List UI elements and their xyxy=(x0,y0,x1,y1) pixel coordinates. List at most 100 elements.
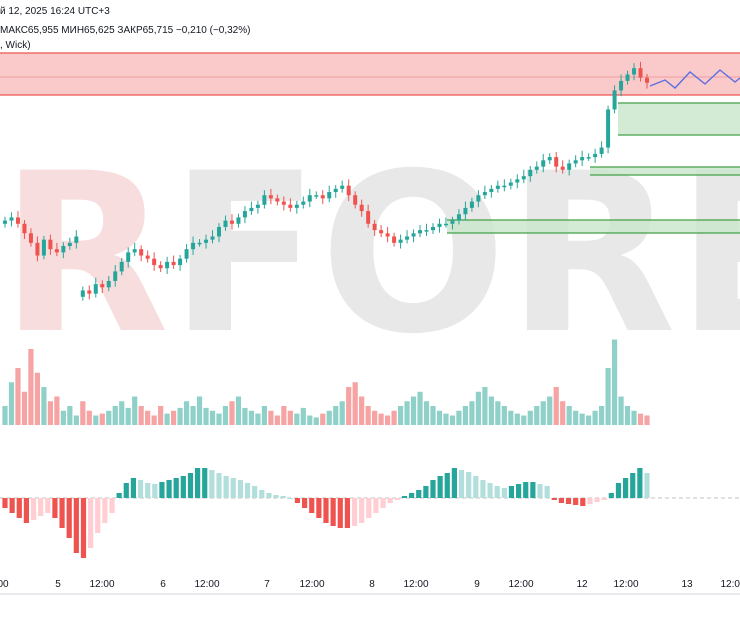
histogram-bar xyxy=(59,498,65,528)
candle-body xyxy=(139,249,144,256)
histogram-bar xyxy=(116,493,122,498)
volume-bar xyxy=(320,413,326,425)
volume-bar xyxy=(8,382,15,425)
volume-bar xyxy=(151,415,157,425)
candle-body xyxy=(456,214,461,221)
watermark-r: R xyxy=(0,126,169,382)
candle-body xyxy=(184,249,189,259)
candle-body xyxy=(197,242,202,245)
volume-bar xyxy=(365,406,371,425)
volume-bar xyxy=(47,401,53,425)
support-zone-3 xyxy=(447,220,740,233)
histogram-bar xyxy=(259,490,265,498)
histogram-bar xyxy=(130,478,136,498)
volume-bar xyxy=(125,407,131,425)
histogram-bar xyxy=(523,482,529,498)
histogram-bar xyxy=(237,480,243,498)
volume-bar xyxy=(352,382,358,425)
candle-body xyxy=(236,217,241,224)
x-tick-label: 12:00 xyxy=(613,579,638,590)
volume-bar xyxy=(164,413,170,425)
histogram-bar xyxy=(23,498,29,523)
histogram-bar xyxy=(230,478,236,498)
histogram-bar xyxy=(223,476,229,498)
candle-body xyxy=(210,236,215,240)
histogram-bar xyxy=(109,498,115,513)
volume-bar xyxy=(287,410,293,425)
candle-body xyxy=(443,223,448,226)
candle-body xyxy=(482,192,487,196)
candle-body xyxy=(606,109,611,148)
volume-bar xyxy=(599,406,605,425)
histogram-bar xyxy=(444,473,450,498)
watermark-rest: FOREX xyxy=(169,126,740,382)
volume-bar xyxy=(112,406,118,425)
volume-bar xyxy=(196,396,203,425)
histogram-bar xyxy=(430,480,436,498)
volume-bar xyxy=(378,413,384,425)
x-tick-label: 12 xyxy=(576,579,588,590)
candle-body xyxy=(22,223,27,234)
volume-bar xyxy=(34,372,41,425)
volume-bar xyxy=(177,407,183,425)
volume-bar xyxy=(106,410,112,425)
volume-bar xyxy=(391,410,397,425)
volume-bar xyxy=(423,401,430,425)
header-date: й 12, 2025 16:24 UTC+3 xyxy=(0,6,110,17)
histogram-bar xyxy=(473,476,479,498)
histogram-bar xyxy=(302,498,308,508)
volume-bar xyxy=(417,391,423,425)
x-tick-label: 12:00 xyxy=(720,579,740,590)
histogram-bar xyxy=(601,498,607,500)
histogram-bar xyxy=(630,473,636,498)
candle-body xyxy=(262,195,267,205)
histogram-bar xyxy=(451,468,457,498)
candle-body xyxy=(547,157,552,161)
volume-bar xyxy=(385,415,391,425)
volume-bar xyxy=(521,415,527,425)
histogram-bar xyxy=(480,480,486,498)
candle-body xyxy=(593,153,598,158)
volume-bar xyxy=(67,406,73,425)
candle-body xyxy=(126,252,131,262)
candle-body xyxy=(612,90,617,110)
candle-body xyxy=(346,185,351,196)
candle-body xyxy=(599,147,604,154)
volume-bar xyxy=(566,406,572,425)
x-tick-label: 12:00 xyxy=(89,579,114,590)
candle-body xyxy=(178,258,183,266)
histogram-bar xyxy=(394,498,400,500)
volume-bar xyxy=(456,410,462,425)
histogram-bar xyxy=(159,482,165,498)
candle-body xyxy=(100,284,105,288)
levels-layer xyxy=(0,52,740,234)
volume-bar xyxy=(605,368,611,425)
volume-bar xyxy=(307,415,313,425)
header-ohlc: МАКС65,955 МИН65,625 ЗАКР65,715 −0,210 (… xyxy=(0,25,251,36)
histogram-bar xyxy=(551,498,557,500)
candle-body xyxy=(307,195,312,202)
histogram-bar xyxy=(409,493,415,498)
histogram-bar xyxy=(558,498,564,503)
candle-body xyxy=(275,198,280,202)
candle-body xyxy=(638,68,643,78)
histogram-bar xyxy=(187,473,194,498)
candle-body xyxy=(145,255,150,259)
histogram-bar xyxy=(637,468,643,498)
volume-bar xyxy=(300,407,306,425)
histogram-bar xyxy=(95,498,101,533)
histogram-bar xyxy=(544,486,550,498)
histogram-bar xyxy=(266,493,272,498)
candle-body xyxy=(625,74,630,81)
histogram-bar xyxy=(216,473,222,498)
volume-bar xyxy=(501,406,507,425)
volume-bar xyxy=(404,401,410,425)
x-tick-label: 12:00 xyxy=(194,579,219,590)
volume-bar xyxy=(339,401,345,425)
volume-bar xyxy=(359,396,365,425)
volume-bar xyxy=(255,413,261,425)
volume-bar xyxy=(248,410,255,425)
volume-bar xyxy=(573,410,579,425)
candle-body xyxy=(281,201,286,205)
candle-body xyxy=(249,207,254,212)
